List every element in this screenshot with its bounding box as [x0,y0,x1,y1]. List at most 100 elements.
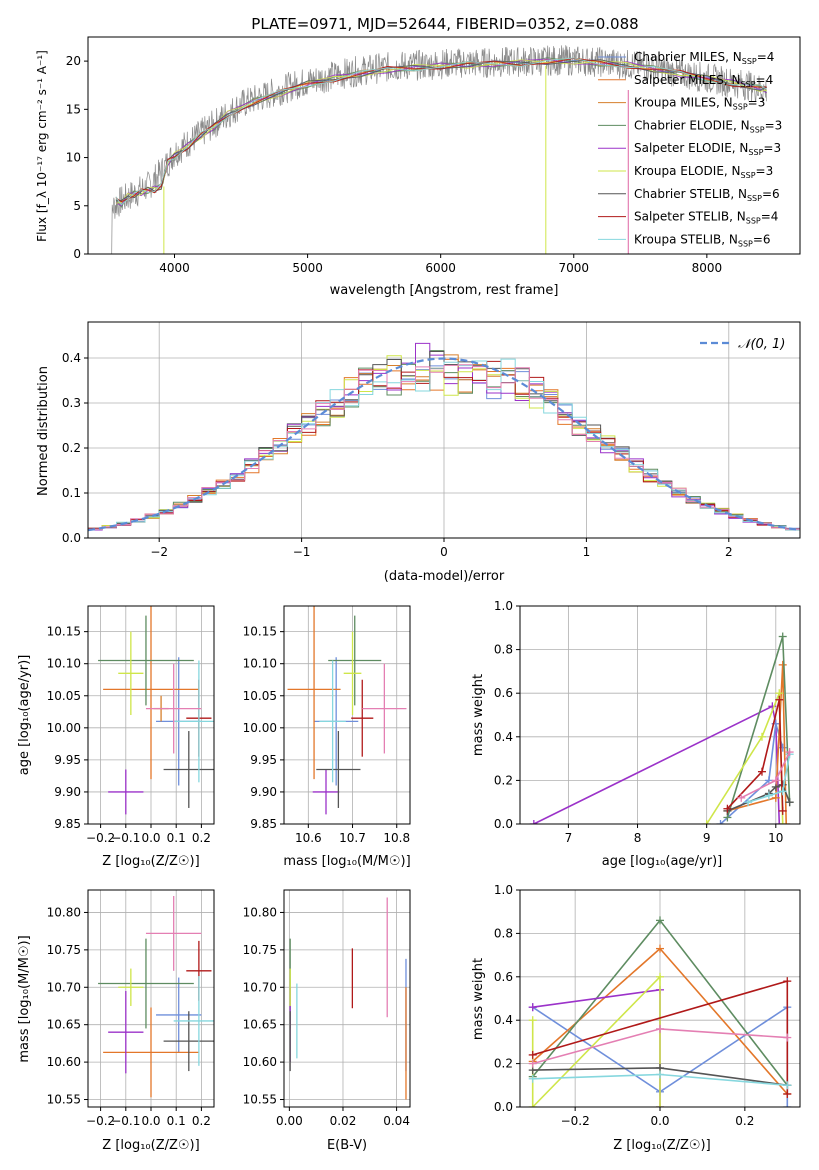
y-tick-label: 10.75 [243,943,277,957]
plus-marker [778,632,787,641]
y-tick-label: 0.6 [494,686,513,700]
age-z-y-label: age [log₁₀(age/yr)] [17,655,32,776]
data-layer [98,606,214,815]
y-tick-label: 9.90 [54,785,81,799]
y-tick-label: 0.3 [62,396,81,410]
y-tick-label: 10.60 [243,1055,277,1069]
mw-z-y-label: mass weight [471,958,486,1040]
y-tick-label: 0.2 [494,1057,513,1071]
residual-plot-area [88,322,800,539]
spectrum-x-label: wavelength [Angstrom, rest frame] [330,283,559,298]
x-tick-label: −0.2 [86,1114,115,1128]
mass-ebv-x-ticks: 0.00 0.02 0.04 [276,1107,410,1128]
age-z-plot-area [88,606,214,825]
mw-z-x-ticks: −0.2 0.0 0.2 [561,1107,754,1128]
residual-x-label: (data-model)/error [384,569,505,584]
y-tick-label: 10.10 [47,657,81,671]
axes-frame [283,605,411,825]
legend-suffix: =3 [748,96,766,110]
observed-spectrum-line [108,45,767,254]
plus-marker [778,787,787,796]
y-tick-label: 1.0 [494,599,513,613]
legend-label: Kroupa MILES, NSSP=3 [634,96,765,112]
y-tick-label: 10.00 [47,721,81,735]
y-tick-label: 9.95 [250,753,277,767]
x-tick-label: 0.1 [167,831,186,845]
plus-marker [702,820,711,824]
plus-marker [528,1059,537,1068]
y-tick-label: 9.85 [250,817,277,831]
age-mass-x-ticks: 10.6 10.7 10.8 [295,824,410,845]
x-tick-label: −0.2 [86,831,115,845]
x-tick-label: 0.04 [383,1114,410,1128]
figure-title: PLATE=0971, MJD=52644, FIBERID=0352, z=0… [251,15,638,33]
x-tick-label: 0.0 [650,1114,669,1128]
axes-frame [87,889,215,1108]
residual-y-label: Normed distribution [36,366,51,496]
mw-z-y-ticks: 0.0 0.2 0.4 0.6 0.8 1.0 [494,883,520,1114]
y-tick-label: 5 [73,199,81,213]
y-tick-label: 10.65 [47,1018,81,1032]
mass-vs-metallicity-panel: −0.2−0.1 0.0 0.1 0.2 10.5510.6010.6510.7010… [17,889,215,1153]
data-layer [289,897,407,1100]
x-tick-label: 0.00 [276,1114,303,1128]
model-spectrum-line [115,57,767,206]
plus-marker [785,748,794,757]
mass-ebv-x-label: E(B-V) [327,1138,367,1153]
legend-subscript: SSP [750,125,765,134]
legend-label: Chabrier MILES, NSSP=4 [634,50,774,66]
plus-marker [782,820,791,824]
y-tick-label: 10.05 [243,689,277,703]
y-tick-label: 15 [66,102,81,116]
y-tick-label: 0.0 [494,817,513,831]
y-tick-label: 10 [66,151,81,165]
age-z-x-ticks: −0.2−0.1 0.0 0.1 0.2 [86,824,211,845]
x-tick-label: 1 [583,545,591,559]
y-tick-label: 10.65 [243,1018,277,1032]
spectrum-x-ticks: 4000 5000 6000 7000 8000 [159,254,722,275]
x-tick-label: 10.6 [295,831,322,845]
legend-label: 𝒩(0, 1) [738,337,785,352]
mw-age-x-ticks: 7 8 9 10 [565,824,783,845]
plus-marker [757,732,766,741]
y-tick-label: 0.4 [62,351,81,365]
age-mass-x-label: mass [log₁₀(M/M☉)] [283,854,410,869]
axes-frame [283,889,411,1108]
y-tick-label: 10.00 [243,721,277,735]
x-tick-label: 10.7 [339,831,366,845]
x-tick-label: 7000 [558,261,589,275]
plus-marker [775,820,784,824]
mass-weight-vs-age-panel: 7 8 9 10 0.0 0.2 0.4 0.6 0.8 1.0 age [log₁₀(age/… [471,599,801,869]
y-tick-label: 10.70 [243,980,277,994]
legend-subscript: SSP [742,57,757,66]
y-tick-label: 10.10 [243,657,277,671]
y-tick-label: 0.0 [62,531,81,545]
y-tick-label: 0.2 [494,773,513,787]
y-tick-label: 0.4 [494,730,513,744]
mass-weight-line [726,699,784,811]
plus-marker [775,695,784,704]
mass-weight-line [532,988,661,1107]
spectrum-legend: Chabrier MILES, NSSP=4 Salpeter MILES, NS… [598,50,782,248]
x-tick-label: 0.02 [330,1114,357,1128]
y-tick-label: 9.85 [54,817,81,831]
legend-subscript: SSP [738,239,753,248]
axes-frame [87,36,801,255]
x-tick-label: 0 [440,545,448,559]
legend-suffix: =4 [761,210,779,224]
data-layer [98,895,214,1098]
mass-ebv-y-ticks: 10.55 10.60 10.65 10.70 10.75 10.80 [243,905,284,1107]
legend-suffix: =4 [756,73,774,87]
plus-marker [656,1070,664,1079]
legend-label: Kroupa STELIB, NSSP=6 [634,232,771,248]
y-tick-label: 0.1 [62,486,81,500]
x-tick-label: 4000 [159,261,190,275]
x-tick-label: 0.2 [192,1114,211,1128]
mw-age-x-label: age [log₁₀(age/yr)] [602,854,723,869]
y-tick-label: 10.15 [47,625,81,639]
y-tick-label: 0.4 [494,1013,513,1027]
legend-suffix: =6 [753,232,771,246]
axes-frame [87,605,215,825]
x-tick-label: 7 [565,831,573,845]
data-layer [287,606,407,815]
